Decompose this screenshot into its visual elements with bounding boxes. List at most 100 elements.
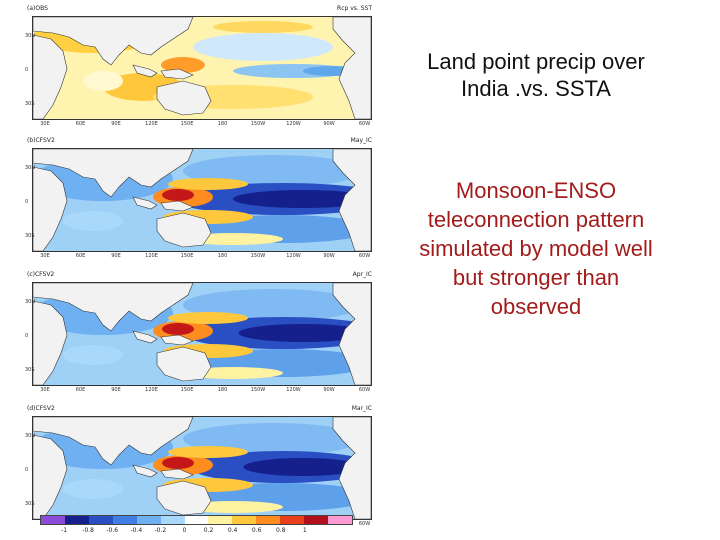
lon-label: 90W (323, 387, 335, 393)
lat-label: 30S (25, 501, 35, 507)
conclusion-line-2: teleconnection pattern (427, 207, 645, 232)
panel-left-label: (a)OBS (27, 5, 48, 12)
colorbar-swatch (280, 516, 305, 524)
lon-label: 120W (286, 121, 301, 127)
map-panel-4: (d)CFSV2 Mar_IC 30N 0 30S 30E 60E 90E 120E 150E 18… (24, 404, 376, 530)
lat-label: 30S (25, 101, 35, 107)
lat-label: 30S (25, 233, 35, 239)
sst-correlation-map (33, 17, 371, 119)
panel-right-label: Rcp vs. SST (337, 5, 372, 12)
lon-label: 90W (323, 253, 335, 259)
land-masses (33, 149, 371, 251)
land-masses (33, 283, 371, 385)
panel-right-label: Apr_IC (352, 271, 372, 278)
lat-label: 30N (25, 165, 36, 171)
lat-label: 0 (25, 67, 29, 73)
lon-label: 30E (40, 387, 50, 393)
panel-title: (b)CFSV2 May_IC (24, 136, 376, 146)
description-title-line-1: Land point precip over (427, 49, 645, 74)
panel-title: (a)OBS Rcp vs. SST (24, 4, 376, 14)
map-panel-1: (a)OBS Rcp vs. SST 30N 0 30S 30E 60E 90E 120E 150… (24, 4, 376, 130)
lat-label: 30N (25, 433, 36, 439)
lon-label: 150W (250, 253, 266, 259)
panel-left-label: (b)CFSV2 (27, 137, 55, 144)
panel-title: (d)CFSV2 Mar_IC (24, 404, 376, 414)
colorbar-swatch (328, 516, 352, 524)
colorbar-tick-label: 1 (302, 527, 307, 534)
lon-label: 60E (75, 121, 86, 127)
conclusion-line-3: simulated by model well (419, 236, 653, 261)
lon-label: 30E (40, 121, 50, 127)
lon-label: 60W (358, 387, 371, 393)
colorbar-swatch (160, 516, 185, 524)
lon-label: 180 (217, 253, 228, 259)
colorbar-tick-label: 0.8 (275, 527, 286, 534)
map-plot: 30N 0 30S 30E 60E 90E 120E 150E 180 150W 120W 90W 60… (25, 282, 372, 393)
conclusion-line-4: but stronger than (452, 265, 620, 290)
conclusion-line-5: observed (490, 294, 582, 319)
lon-label: 30E (40, 253, 50, 259)
colorbar-swatch (88, 516, 113, 524)
colorbar-tick-label: 0.2 (203, 527, 214, 534)
lon-label: 90E (111, 253, 121, 259)
lat-label: 30N (25, 33, 36, 39)
lon-label: 180 (217, 121, 228, 127)
lon-label: 120W (286, 387, 301, 393)
lon-label: 90W (323, 121, 335, 127)
colorbar-swatch (232, 516, 257, 524)
colorbar-tick-label: -1 (61, 527, 68, 534)
colorbar-swatch (256, 516, 281, 524)
colorbar (40, 515, 353, 525)
map-panel-3: (c)CFSV2 Apr_IC 30N 0 30S 30E 60E 90E 120E 150E 18… (24, 270, 376, 396)
lat-label: 30S (25, 367, 35, 373)
lon-label: 180 (217, 387, 228, 393)
conclusion-line-1: Monsoon-ENSO (455, 178, 617, 203)
colorbar-tick-label: -0.4 (130, 527, 143, 534)
colorbar-labels: -1 -0.8 -0.6 -0.4 -0.2 0 0.2 0.4 0.6 0.8 1 (40, 527, 353, 537)
lat-label: 0 (25, 333, 29, 339)
colorbar-tick-label: 0.4 (227, 527, 238, 534)
colorbar-swatch (304, 516, 329, 524)
lon-label: 120E (145, 253, 158, 259)
panel-left-label: (d)CFSV2 (27, 405, 55, 412)
colorbar-tick-label: -0.8 (82, 527, 94, 534)
map-plot: 30N 0 30S 30E 60E 90E 120E 150E 180 150W 120W 90W 60… (25, 148, 372, 259)
lon-label: 60E (75, 253, 86, 259)
panel-right-label: Mar_IC (351, 405, 372, 412)
lon-label: 60W (358, 521, 371, 527)
colorbar-swatch (136, 516, 161, 524)
lon-label: 60E (75, 387, 86, 393)
lon-label: 150E (180, 387, 194, 393)
colorbar-tick-label: -0.6 (106, 527, 119, 534)
panel-title: (c)CFSV2 Apr_IC (24, 270, 376, 280)
lat-label: 30N (25, 299, 36, 305)
lon-label: 120E (145, 121, 158, 127)
description-conclusion: Monsoon-ENSO teleconnection pattern simu… (396, 176, 676, 321)
description-title: Land point precip over India .vs. SSTA (396, 48, 676, 102)
lon-label: 90E (111, 121, 121, 127)
lon-label: 120E (145, 387, 158, 393)
lon-label: 90E (111, 387, 121, 393)
colorbar-swatch (112, 516, 137, 524)
lon-label: 150W (250, 387, 266, 393)
lat-label: 0 (25, 199, 29, 205)
lat-label: 0 (25, 467, 29, 473)
colorbar-swatch (41, 516, 65, 524)
colorbar-swatch (184, 516, 209, 524)
lon-label: 60W (358, 253, 371, 259)
sst-correlation-map (33, 149, 371, 251)
colorbar-tick-label: -0.2 (154, 527, 167, 534)
colorbar-swatch (208, 516, 233, 524)
colorbar-tick-label: 0.6 (251, 527, 262, 534)
colorbar-swatch (64, 516, 89, 524)
lon-label: 150W (250, 121, 266, 127)
description-title-line-2: India .vs. SSTA (461, 76, 611, 101)
panel-left-label: (c)CFSV2 (27, 271, 55, 278)
map-panel-2: (b)CFSV2 May_IC 30N 0 30S 30E 60E 90E 120E 150E 18… (24, 136, 376, 262)
lon-label: 120W (286, 253, 301, 259)
panel-right-label: May_IC (350, 137, 372, 144)
sst-correlation-map (33, 417, 371, 519)
lon-label: 60W (358, 121, 371, 127)
map-plot: 30N 0 30S 30E 60E 90E 120E 150E 180 150W 120W 90W 60… (25, 16, 372, 127)
map-plot: 30N 0 30S 30E 60E 90E 120E 150E 180 150W 120W 90W 60… (25, 416, 372, 527)
